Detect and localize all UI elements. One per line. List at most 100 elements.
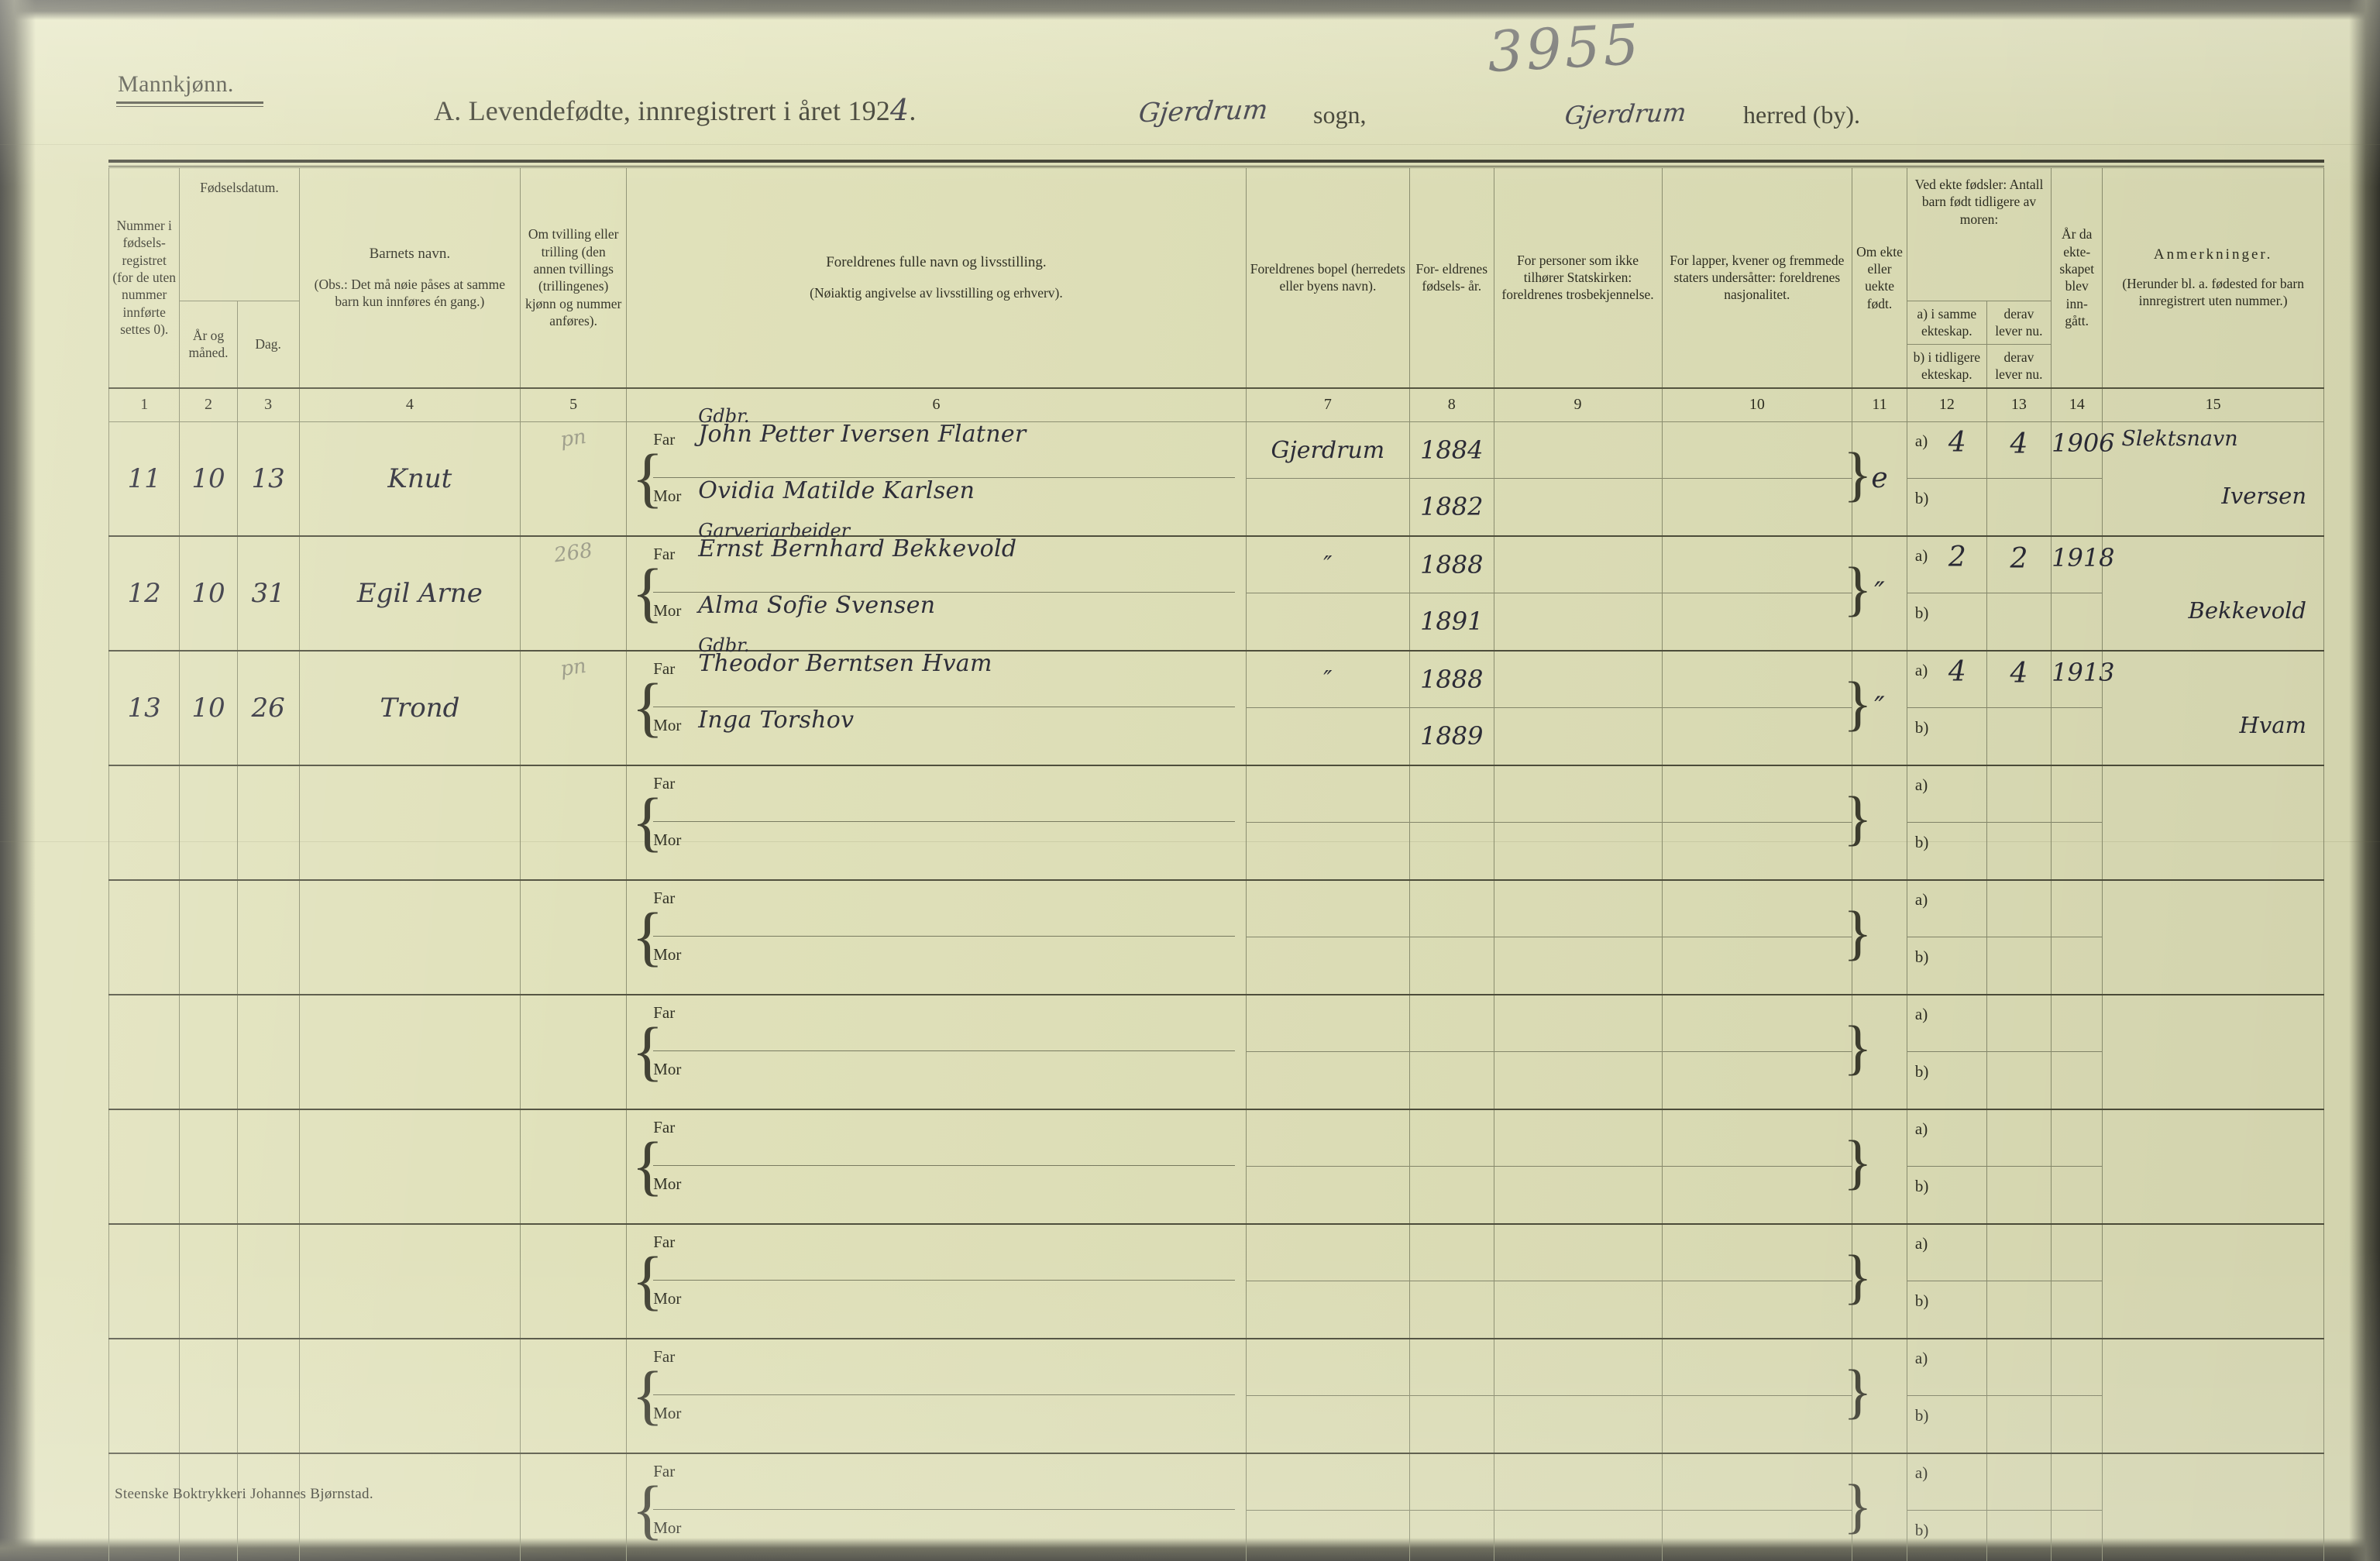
mother-row[interactable]: Mor bbox=[653, 1052, 1241, 1109]
mother-row[interactable]: Mor bbox=[653, 823, 1241, 879]
cell-children-alive[interactable]: 4 bbox=[1986, 650, 2052, 766]
split-cell[interactable] bbox=[1410, 1110, 1494, 1223]
father-row[interactable]: Far bbox=[653, 995, 1241, 1052]
cell-twin-info[interactable] bbox=[520, 1453, 628, 1561]
remarks-cell[interactable]: Slektsnavn Iversen bbox=[2103, 422, 2323, 535]
legitimacy-cell[interactable]: } bbox=[1843, 1454, 1907, 1561]
cell-birth-years[interactable] bbox=[1409, 1109, 1494, 1225]
cell-registry-number[interactable]: 13 bbox=[108, 650, 181, 766]
cell-marriage-year[interactable]: 1913 bbox=[2051, 650, 2115, 766]
cell-marriage-year[interactable] bbox=[2051, 1338, 2103, 1454]
split-cell[interactable] bbox=[1494, 1110, 1662, 1223]
parents-names-cell[interactable]: {Far Gdbr. John Petter Iversen Flatner Mor O… bbox=[627, 405, 1246, 535]
parents-names-cell[interactable]: {Far Garveriarbeider Ernst Bernhard Bekkev… bbox=[627, 520, 1246, 650]
cell-registry-number[interactable]: 12 bbox=[108, 535, 181, 652]
cell-birth-years[interactable] bbox=[1409, 1453, 1494, 1561]
split-cell[interactable]: ″ bbox=[1246, 652, 1410, 765]
legitimacy-cell[interactable]: } bbox=[1843, 1339, 1907, 1453]
split-cell[interactable] bbox=[1410, 1339, 1494, 1453]
cell-twin-info[interactable] bbox=[520, 879, 628, 995]
cell-child-name[interactable]: Knut bbox=[298, 421, 521, 537]
marriage-year-cell[interactable] bbox=[2052, 881, 2103, 994]
father-row[interactable]: Far bbox=[653, 1225, 1241, 1281]
split-cell[interactable] bbox=[1494, 1454, 1662, 1561]
table-row[interactable]: {Far Mor} a) b) bbox=[108, 1453, 2324, 1561]
cell-year-month[interactable] bbox=[179, 1223, 238, 1339]
marriage-year-cell[interactable] bbox=[2052, 1110, 2103, 1223]
cell-confession[interactable] bbox=[1493, 1109, 1663, 1225]
marriage-year-cell[interactable] bbox=[2052, 1454, 2103, 1561]
parents-names-cell[interactable]: {Far Mor bbox=[627, 1110, 1246, 1223]
cell-twin-info[interactable] bbox=[520, 765, 628, 881]
cell-day[interactable] bbox=[236, 1109, 300, 1225]
children-alive-cell[interactable] bbox=[1986, 1225, 2052, 1338]
cell-year-month[interactable]: 10 bbox=[179, 421, 238, 537]
cell-residence[interactable]: ″ bbox=[1245, 650, 1411, 766]
legitimacy-cell[interactable]: } bbox=[1843, 881, 1907, 994]
cell-residence[interactable]: Gjerdrum bbox=[1245, 421, 1411, 537]
marriage-year-cell[interactable]: 1913 bbox=[2052, 652, 2115, 765]
children-alive-cell[interactable] bbox=[1986, 881, 2052, 994]
cell-day[interactable] bbox=[236, 1338, 300, 1454]
cell-nationality[interactable] bbox=[1661, 535, 1853, 652]
cell-birth-years[interactable] bbox=[1409, 1223, 1494, 1339]
split-cell[interactable] bbox=[1662, 422, 1852, 535]
previous-children-cell[interactable]: a) b) bbox=[1907, 1110, 1986, 1223]
cell-registry-number[interactable] bbox=[108, 1223, 181, 1339]
father-row[interactable]: Far bbox=[653, 881, 1241, 937]
cell-parents[interactable]: {Far Gdbr. Theodor Berntsen Hvam Mor Inga To… bbox=[626, 634, 1247, 766]
cell-parents[interactable]: {Far Mor bbox=[626, 994, 1247, 1110]
cell-legitimacy[interactable]: } bbox=[1843, 765, 1907, 881]
split-cell[interactable] bbox=[1246, 1339, 1410, 1453]
cell-birth-years[interactable]: 1888 1889 bbox=[1409, 650, 1494, 766]
remarks-cell[interactable] bbox=[2103, 1110, 2323, 1223]
previous-children-cell[interactable]: a) b) bbox=[1907, 766, 1986, 879]
split-cell[interactable] bbox=[1662, 537, 1852, 650]
remarks-cell[interactable]: Bekkevold bbox=[2103, 537, 2323, 650]
cell-parents[interactable]: {Far Garveriarbeider Ernst Bernhard Bekkev… bbox=[626, 520, 1247, 652]
cell-residence[interactable] bbox=[1245, 879, 1411, 995]
legitimacy-cell[interactable]: } e bbox=[1843, 422, 1907, 535]
cell-residence[interactable] bbox=[1245, 1453, 1411, 1561]
cell-child-name[interactable] bbox=[298, 765, 521, 881]
cell-confession[interactable] bbox=[1493, 650, 1663, 766]
cell-day[interactable]: 26 bbox=[236, 650, 300, 766]
split-cell[interactable] bbox=[1246, 1225, 1410, 1338]
cell-marriage-year[interactable] bbox=[2051, 765, 2103, 881]
previous-children-cell[interactable]: a) b) bbox=[1907, 1225, 1986, 1338]
father-row[interactable]: Far Gdbr. Theodor Berntsen Hvam bbox=[653, 634, 1241, 708]
cell-day[interactable] bbox=[236, 1453, 300, 1561]
cell-legitimacy[interactable]: } bbox=[1843, 1223, 1907, 1339]
cell-twin-info[interactable]: pn bbox=[520, 650, 628, 766]
remarks-cell[interactable] bbox=[2103, 1339, 2323, 1453]
cell-legitimacy[interactable]: } ″ bbox=[1843, 535, 1907, 652]
cell-child-name[interactable] bbox=[298, 879, 521, 995]
cell-birth-years[interactable] bbox=[1409, 1338, 1494, 1454]
cell-nationality[interactable] bbox=[1661, 1453, 1853, 1561]
split-cell[interactable] bbox=[1662, 1339, 1852, 1453]
cell-birth-years[interactable]: 1884 1882 bbox=[1409, 421, 1494, 537]
cell-registry-number[interactable] bbox=[108, 765, 181, 881]
cell-residence[interactable] bbox=[1245, 1109, 1411, 1225]
cell-remarks[interactable] bbox=[2102, 1109, 2324, 1225]
cell-children-alive[interactable] bbox=[1986, 765, 2052, 881]
cell-day[interactable]: 13 bbox=[236, 421, 300, 537]
split-cell[interactable] bbox=[1410, 766, 1494, 879]
cell-confession[interactable] bbox=[1493, 1338, 1663, 1454]
marriage-year-cell[interactable]: 1918 bbox=[2052, 537, 2115, 650]
cell-previous-children[interactable]: a) b) bbox=[1906, 1223, 1987, 1339]
cell-legitimacy[interactable]: } bbox=[1843, 1453, 1907, 1561]
table-row[interactable]: {Far Mor} a) b) bbox=[108, 879, 2324, 995]
split-cell[interactable] bbox=[1246, 766, 1410, 879]
cell-year-month[interactable]: 10 bbox=[179, 535, 238, 652]
father-row[interactable]: Far Garveriarbeider Ernst Bernhard Bekkevo… bbox=[653, 520, 1241, 593]
cell-legitimacy[interactable]: } bbox=[1843, 1109, 1907, 1225]
cell-birth-years[interactable] bbox=[1409, 994, 1494, 1110]
cell-confession[interactable] bbox=[1493, 1223, 1663, 1339]
split-cell[interactable] bbox=[1410, 1454, 1494, 1561]
children-alive-cell[interactable]: 4 bbox=[1986, 652, 2052, 765]
split-cell[interactable] bbox=[1494, 995, 1662, 1109]
marriage-year-cell[interactable] bbox=[2052, 766, 2103, 879]
mother-row[interactable]: Mor bbox=[653, 1511, 1241, 1561]
cell-remarks[interactable]: Slektsnavn Iversen bbox=[2102, 421, 2324, 537]
